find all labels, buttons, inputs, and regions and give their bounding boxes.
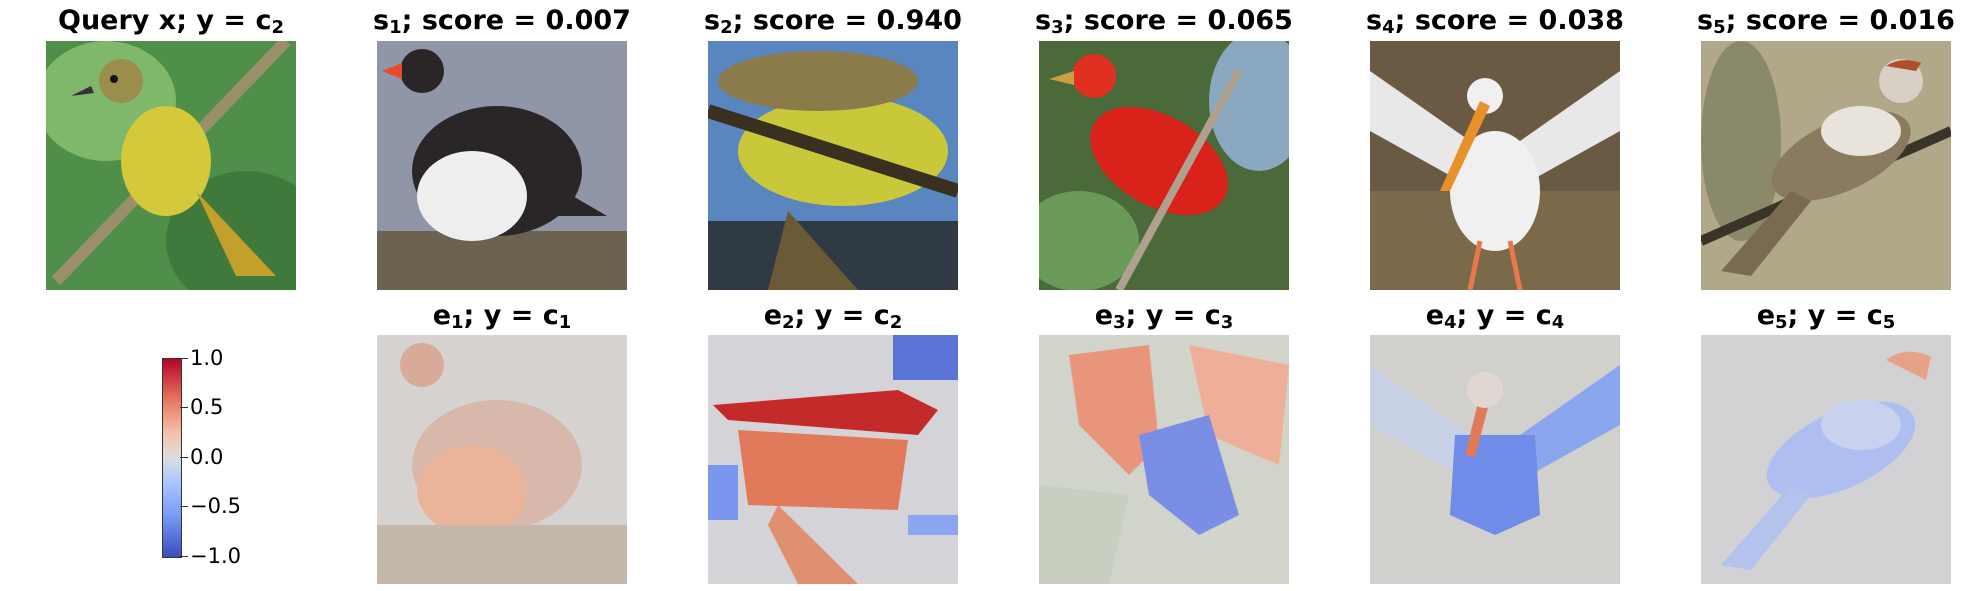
query-title: Query x; y = c2 (58, 5, 284, 38)
explanation-title-3: e3; y = c3 (1094, 300, 1234, 333)
colorbar-tick (180, 407, 188, 408)
colorbar-tick (180, 556, 188, 557)
explanation-map-4 (1370, 335, 1620, 584)
sample-title-2: s2; score = 0.940 (704, 5, 962, 38)
sample-image-4 (1370, 41, 1620, 290)
colorbar-tick (180, 358, 188, 359)
sample-title-1: s1; score = 0.007 (373, 5, 631, 38)
colorbar-tick (180, 506, 188, 507)
colorbar-tick (180, 457, 188, 458)
colorbar-tick-label: 0.0 (190, 445, 224, 469)
explanation-title-5: e5; y = c5 (1756, 300, 1896, 333)
colorbar (162, 358, 182, 558)
colorbar-tick-label: 0.5 (190, 395, 224, 419)
query-image (46, 41, 296, 290)
explanation-map-3 (1039, 335, 1289, 584)
explanation-title-2: e2; y = c2 (763, 300, 903, 333)
sample-title-3: s3; score = 0.065 (1035, 5, 1293, 38)
sample-image-2 (708, 41, 958, 290)
explanation-title-4: e4; y = c4 (1425, 300, 1565, 333)
explanation-map-1 (377, 335, 627, 584)
sample-title-4: s4; score = 0.038 (1366, 5, 1624, 38)
sample-image-1 (377, 41, 627, 290)
colorbar-tick-label: −0.5 (190, 494, 241, 518)
colorbar-tick-label: 1.0 (190, 346, 224, 370)
sample-title-5: s5; score = 0.016 (1697, 5, 1955, 38)
sample-image-3 (1039, 41, 1289, 290)
explanation-title-1: e1; y = c1 (432, 300, 572, 333)
explanation-map-2 (708, 335, 958, 584)
explanation-map-5 (1701, 335, 1951, 584)
sample-image-5 (1701, 41, 1951, 290)
colorbar-tick-label: −1.0 (190, 544, 241, 568)
